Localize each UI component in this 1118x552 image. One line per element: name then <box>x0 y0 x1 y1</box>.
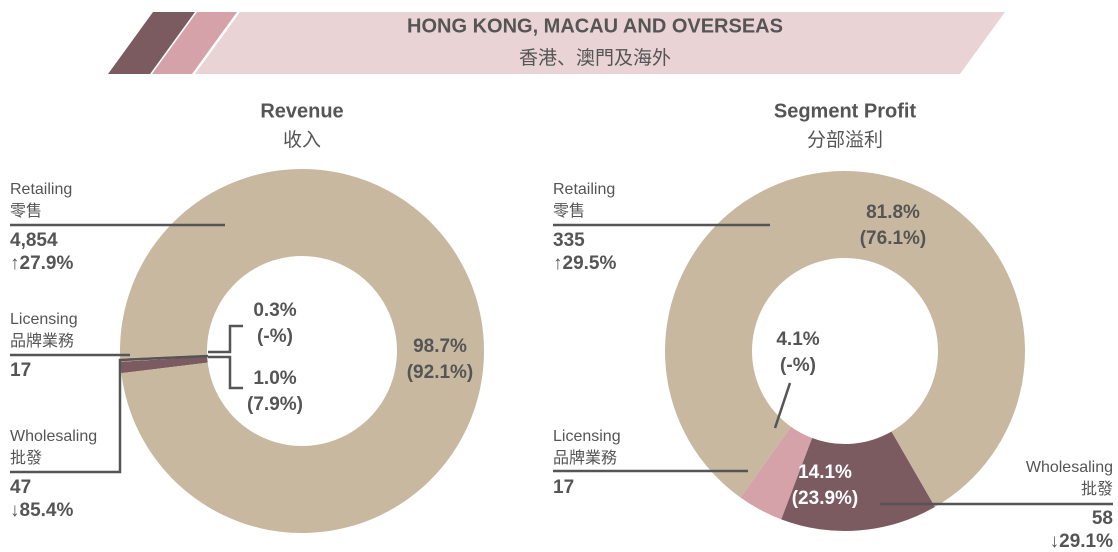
donut-slice <box>120 356 208 374</box>
value-label: 98.7% <box>413 336 467 357</box>
category-label: Wholesaling <box>1026 459 1113 476</box>
change-label: ↓85.4% <box>10 500 73 521</box>
category-label-zh: 品牌業務 <box>10 332 74 350</box>
leader-line <box>10 354 209 474</box>
chart-subtitle: 分部溢利 <box>807 129 883 151</box>
change-label: ↓29.1% <box>1050 531 1113 552</box>
category-label-zh: 批發 <box>10 449 42 467</box>
donut-slice <box>740 426 813 520</box>
amount-label: 17 <box>553 477 574 498</box>
donut-slice <box>781 431 935 531</box>
category-label-zh: 批發 <box>1081 480 1113 498</box>
connector <box>208 355 243 390</box>
amount-label: 335 <box>553 230 585 251</box>
prior-value-label: (-%) <box>257 326 293 347</box>
header-band <box>195 12 1005 74</box>
header-stripe <box>108 12 195 74</box>
amount-label: 4,854 <box>10 230 58 251</box>
category-label: Wholesaling <box>10 428 97 445</box>
prior-value-label: (76.1%) <box>860 228 927 249</box>
value-label: 81.8% <box>866 202 920 223</box>
category-label-zh: 品牌業務 <box>553 449 617 467</box>
change-label: ↑27.9% <box>10 253 73 274</box>
prior-value-label: (23.9%) <box>792 488 859 509</box>
value-label: 1.0% <box>253 368 296 389</box>
value-label: 4.1% <box>776 329 819 350</box>
category-label: Retailing <box>10 181 72 198</box>
category-label-zh: 零售 <box>553 202 585 220</box>
amount-label: 47 <box>10 477 31 498</box>
amount-label: 17 <box>10 360 31 381</box>
change-label: ↑29.5% <box>553 253 616 274</box>
prior-value-label: (7.9%) <box>247 394 303 415</box>
category-label: Licensing <box>10 311 78 328</box>
donut-slice <box>119 168 484 533</box>
header-title: HONG KONG, MACAU AND OVERSEAS <box>407 15 783 37</box>
header-stripe <box>152 12 237 74</box>
prior-value-label: (-%) <box>780 355 816 376</box>
donut-slice <box>665 171 1025 507</box>
category-label-zh: 零售 <box>10 202 42 220</box>
chart-title: Revenue <box>260 100 343 122</box>
value-label: 14.1% <box>798 462 852 483</box>
connector <box>773 382 792 429</box>
prior-value-label: (92.1%) <box>407 362 474 383</box>
header-subtitle: 香港、澳門及海外 <box>519 47 671 69</box>
connector <box>208 324 243 354</box>
amount-label: 58 <box>1092 508 1113 529</box>
value-label: 0.3% <box>253 300 296 321</box>
chart-title: Segment Profit <box>774 100 917 122</box>
chart-subtitle: 收入 <box>283 129 321 151</box>
category-label: Retailing <box>553 181 615 198</box>
category-label: Licensing <box>553 428 621 445</box>
